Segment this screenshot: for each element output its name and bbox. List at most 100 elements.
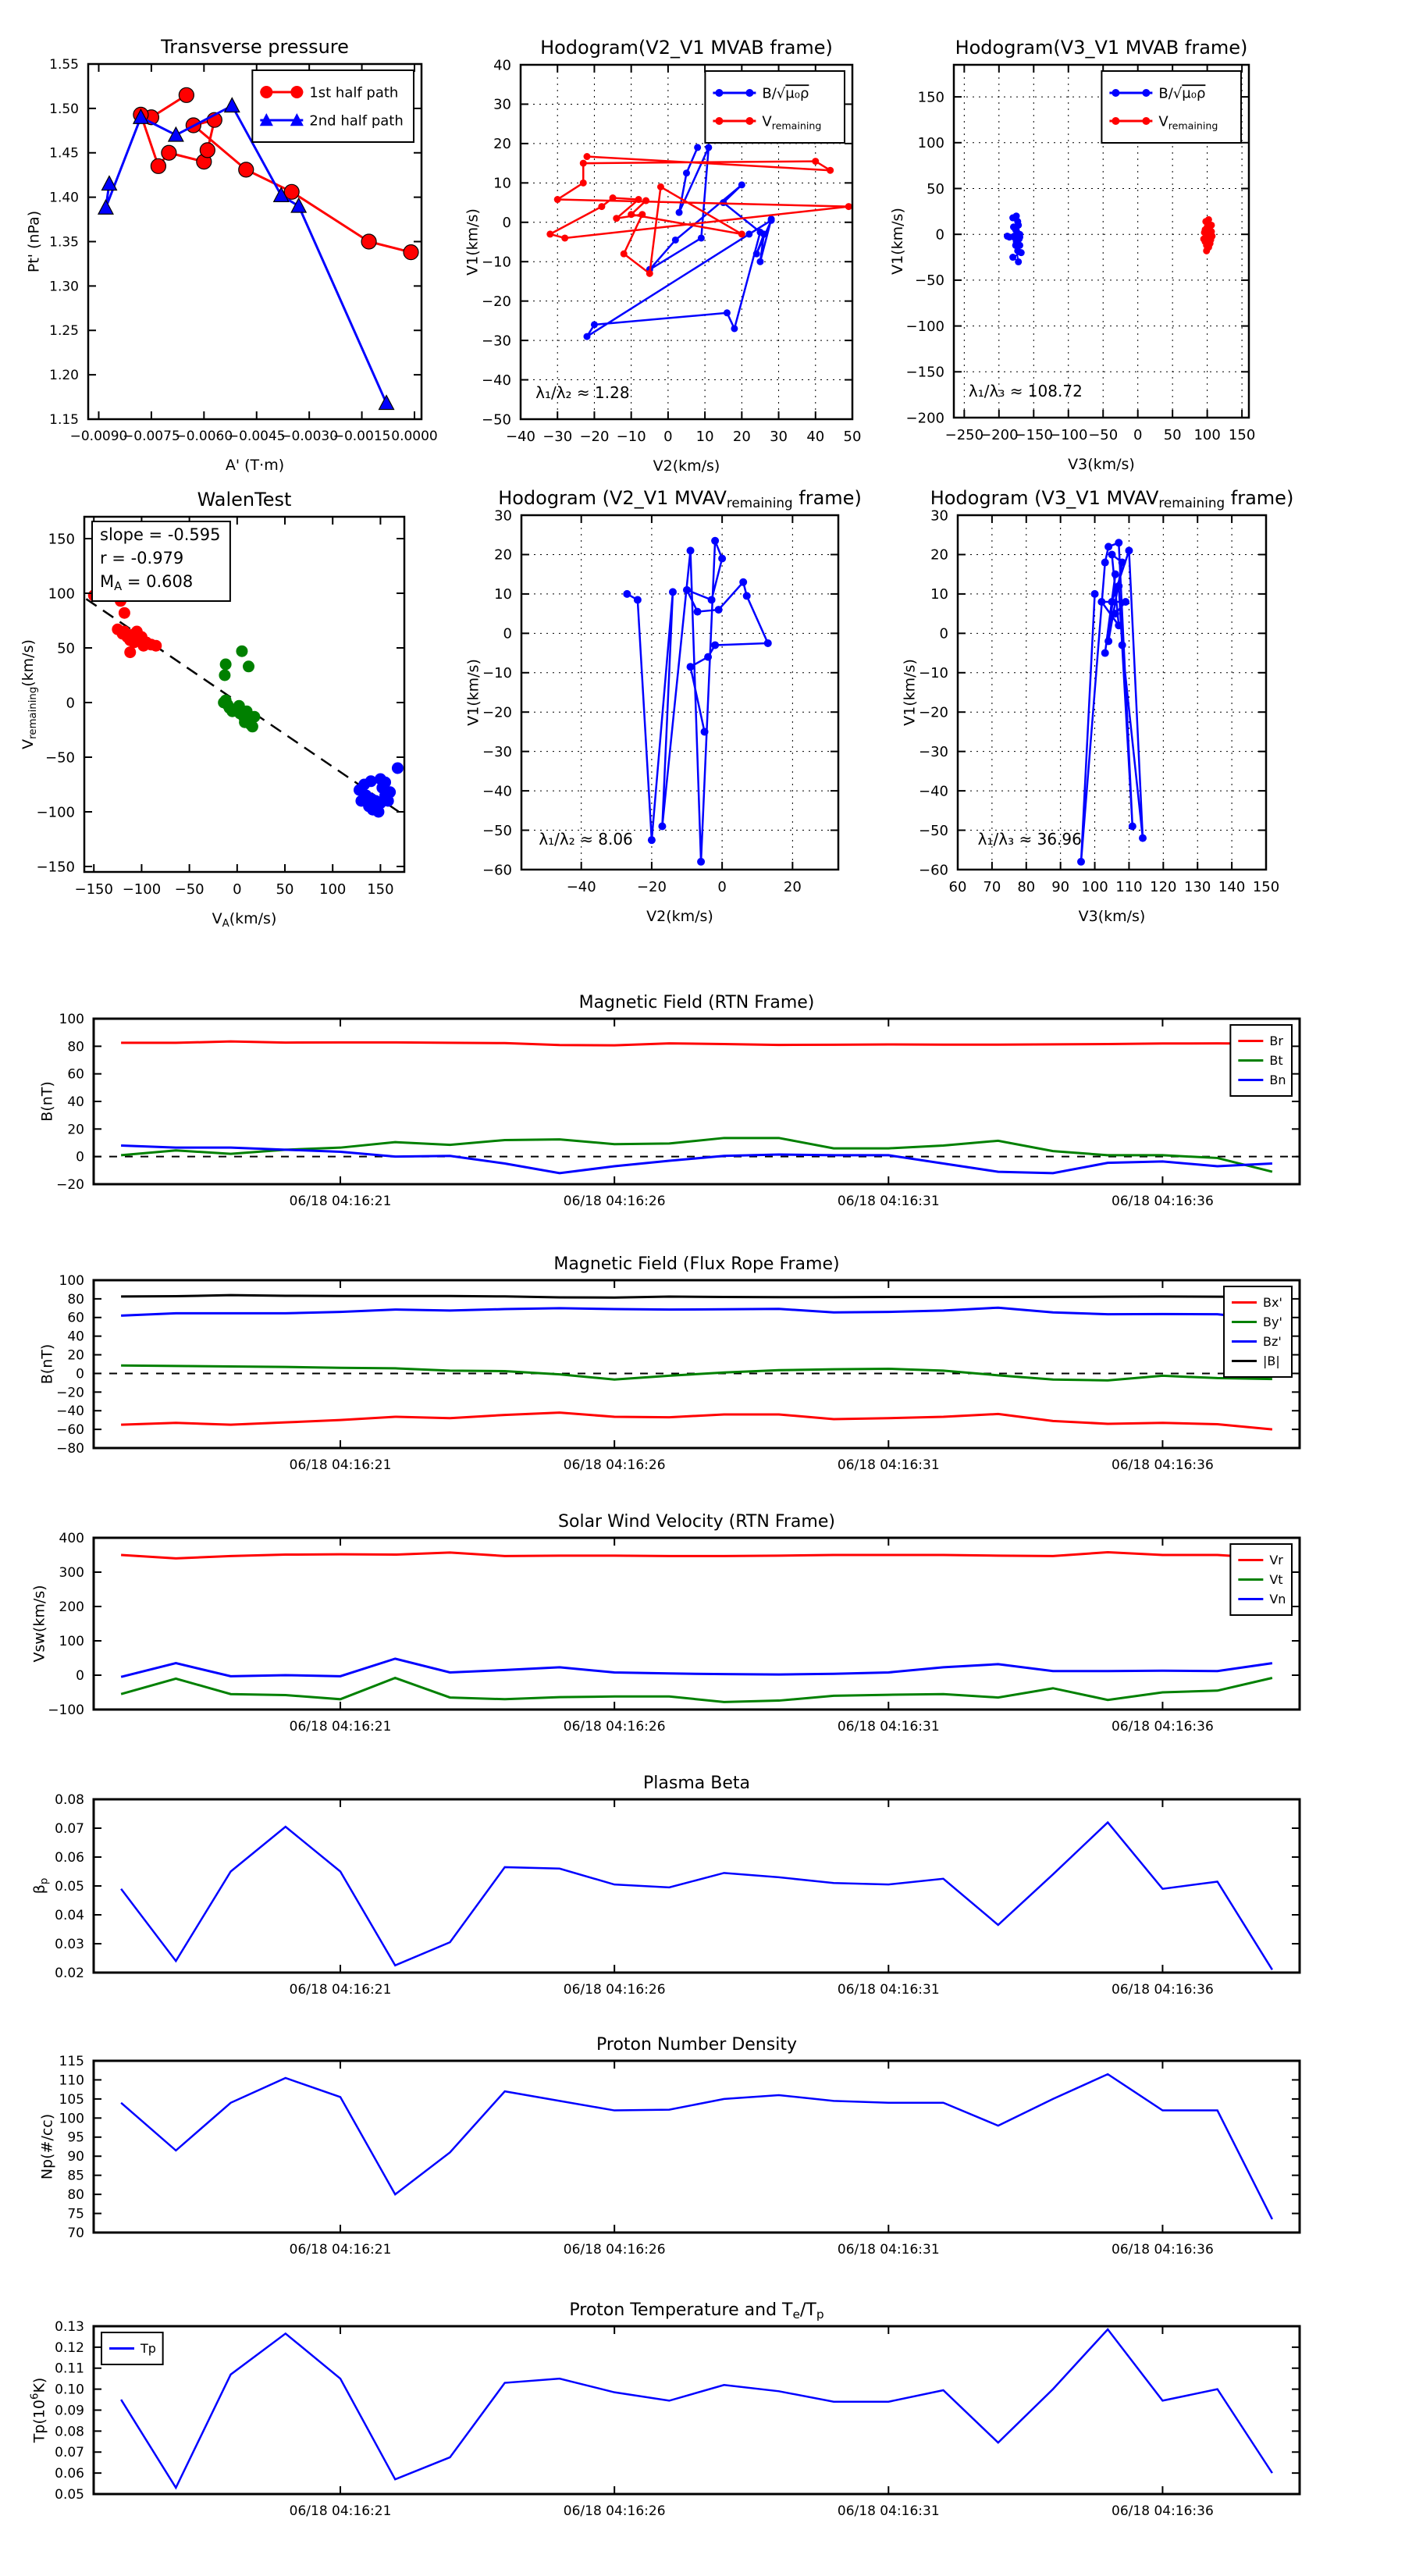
svg-text:VA(km/s): VA(km/s): [212, 910, 277, 930]
svg-text:0.0000: 0.0000: [391, 429, 437, 444]
svg-text:−10: −10: [919, 665, 948, 681]
svg-text:40: 40: [67, 1329, 84, 1345]
svg-text:0.12: 0.12: [55, 2340, 84, 2356]
svg-text:06/18 04:16:36: 06/18 04:16:36: [1112, 2242, 1214, 2258]
magnetic-field-fluxrope-plot: 06/18 04:16:21 06/18 04:16:26 06/18 04:16:…: [38, 1254, 1301, 1473]
svg-text:06/18 04:16:31: 06/18 04:16:31: [838, 1194, 940, 1209]
svg-text:V1(km/s): V1(km/s): [889, 208, 906, 275]
legend: Tp: [101, 2332, 164, 2365]
svg-text:−30: −30: [919, 744, 948, 760]
svg-text:20: 20: [784, 879, 802, 895]
svg-text:80: 80: [67, 1292, 84, 1308]
svg-text:0.03: 0.03: [55, 1937, 84, 1952]
plasma-beta-plot: 06/18 04:16:21 06/18 04:16:26 06/18 04:16:…: [31, 1774, 1301, 1998]
svg-text:06/18 04:16:26: 06/18 04:16:26: [564, 1457, 666, 1473]
svg-text:06/18 04:16:36: 06/18 04:16:36: [1112, 2503, 1214, 2519]
svg-text:100: 100: [1193, 427, 1220, 443]
svg-text:110: 110: [1115, 879, 1142, 895]
svg-text:−40: −40: [482, 783, 512, 799]
svg-text:Vr: Vr: [1269, 1553, 1283, 1567]
svg-text:0: 0: [66, 695, 75, 711]
svg-text:−100: −100: [906, 318, 944, 335]
svg-text:80: 80: [67, 1039, 84, 1055]
svg-text:50: 50: [276, 881, 294, 898]
proton-temperature-plot: 06/18 04:16:21 06/18 04:16:26 06/18 04:16:…: [30, 2300, 1301, 2519]
svg-text:slope = -0.595: slope = -0.595: [100, 525, 221, 544]
svg-text:06/18 04:16:31: 06/18 04:16:31: [838, 1719, 940, 1735]
svg-text:V1(km/s): V1(km/s): [902, 659, 919, 726]
svg-text:−100: −100: [1049, 427, 1087, 443]
svg-text:B(nT): B(nT): [38, 1344, 55, 1385]
svg-text:−100: −100: [37, 804, 75, 820]
svg-text:V2(km/s): V2(km/s): [646, 908, 713, 925]
svg-text:λ₁/λ₃ ≈ 108.72: λ₁/λ₃ ≈ 108.72: [969, 382, 1083, 400]
svg-text:Magnetic Field (Flux Rope Fram: Magnetic Field (Flux Rope Frame): [553, 1254, 839, 1274]
svg-text:0: 0: [233, 881, 241, 898]
svg-text:−10: −10: [482, 665, 512, 681]
svg-text:−20: −20: [482, 294, 511, 310]
svg-text:06/18 04:16:26: 06/18 04:16:26: [564, 2242, 666, 2258]
svg-text:70: 70: [983, 879, 1001, 895]
svg-text:−0.0030: −0.0030: [280, 429, 338, 444]
svg-text:−100: −100: [48, 1703, 84, 1718]
svg-text:λ₁/λ₂ ≈ 8.06: λ₁/λ₂ ≈ 8.06: [539, 830, 632, 849]
svg-text:50: 50: [57, 640, 75, 656]
svg-text:V3(km/s): V3(km/s): [1079, 908, 1146, 925]
svg-text:−20: −20: [919, 705, 948, 721]
svg-text:−30: −30: [482, 333, 511, 349]
svg-text:−150: −150: [37, 859, 75, 875]
svg-text:06/18 04:16:36: 06/18 04:16:36: [1112, 1982, 1214, 1998]
svg-text:06/18 04:16:21: 06/18 04:16:21: [290, 1457, 392, 1473]
svg-text:−0.0045: −0.0045: [228, 429, 286, 444]
svg-text:200: 200: [59, 1599, 84, 1615]
svg-text:Proton Number Density: Proton Number Density: [596, 2035, 797, 2055]
svg-text:85: 85: [67, 2169, 84, 2184]
svg-text:B/√μ₀ρ: B/√μ₀ρ: [762, 85, 809, 101]
svg-text:V3(km/s): V3(km/s): [1068, 456, 1135, 473]
svg-text:0: 0: [940, 626, 948, 642]
svg-text:−20: −20: [579, 429, 609, 445]
svg-text:30: 30: [494, 507, 512, 524]
svg-text:150: 150: [48, 531, 75, 547]
svg-text:−60: −60: [919, 862, 948, 878]
svg-text:B(nT): B(nT): [38, 1081, 55, 1122]
svg-text:−200: −200: [906, 410, 944, 426]
svg-text:−30: −30: [482, 744, 512, 760]
legend: Vr Vt Vn: [1229, 1543, 1293, 1616]
legend: Br Bt Bn: [1229, 1024, 1293, 1097]
svg-text:110: 110: [59, 2073, 84, 2088]
svg-text:−150: −150: [1015, 427, 1053, 443]
svg-text:−0.0060: −0.0060: [175, 429, 233, 444]
svg-text:100: 100: [59, 1012, 84, 1027]
svg-text:−10: −10: [617, 429, 646, 445]
svg-text:70: 70: [67, 2226, 84, 2241]
svg-text:0: 0: [503, 215, 511, 231]
svg-text:10: 10: [930, 586, 948, 603]
svg-text:06/18 04:16:21: 06/18 04:16:21: [290, 1194, 392, 1209]
svg-text:60: 60: [949, 879, 967, 895]
hodogram-v3v1-mvav-plot: 60 70 80 90 100 110 120 130 140 150 −60 −50 −40 −30 −2…: [902, 487, 1294, 925]
svg-text:−80: −80: [56, 1441, 84, 1457]
svg-text:0: 0: [936, 226, 944, 243]
svg-text:Vsw(km/s): Vsw(km/s): [31, 1585, 48, 1662]
svg-text:Proton Temperature and Te/Tp: Proton Temperature and Te/Tp: [569, 2300, 823, 2322]
svg-text:100: 100: [59, 1273, 84, 1289]
ts2-canvas: 06/18 04:16:21 06/18 04:16:26 06/18 04:16:…: [38, 1254, 1301, 1473]
svg-text:Bn: Bn: [1269, 1073, 1286, 1087]
svg-text:75: 75: [67, 2207, 84, 2222]
p1-canvas: −0.0090−0.0075−0.0060−0.0045−0.0030−0.00…: [26, 36, 438, 474]
svg-text:Bx': Bx': [1263, 1295, 1282, 1310]
svg-text:−150: −150: [906, 365, 944, 381]
svg-text:60: 60: [67, 1067, 84, 1083]
svg-text:50: 50: [927, 181, 944, 197]
svg-text:−40: −40: [567, 879, 596, 895]
svg-text:Vremaining: Vremaining: [762, 113, 821, 131]
walen-test-plot: −150 −100 −50 0 50 100 150 −150 −100 −50 0 50 100 150…: [20, 489, 406, 930]
svg-text:10: 10: [494, 586, 512, 603]
svg-text:06/18 04:16:21: 06/18 04:16:21: [290, 2242, 392, 2258]
svg-text:2nd half path: 2nd half path: [309, 112, 403, 129]
svg-text:20: 20: [67, 1348, 84, 1364]
svg-text:20: 20: [493, 136, 511, 152]
svg-text:40: 40: [806, 429, 824, 445]
svg-text:150: 150: [918, 89, 944, 105]
